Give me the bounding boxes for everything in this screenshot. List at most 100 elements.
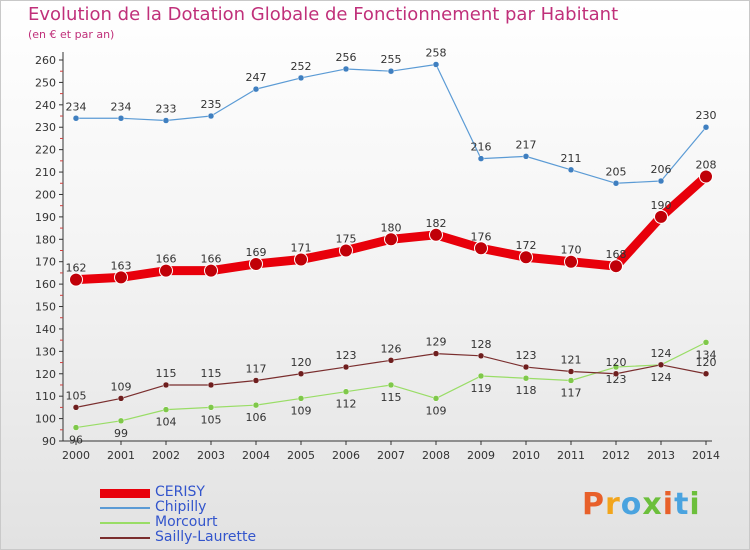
brand-letter: r <box>605 487 621 522</box>
y-tick-label: 130 <box>35 345 56 358</box>
x-tick-label: 2003 <box>197 449 225 462</box>
data-point <box>474 241 488 256</box>
data-label: 233 <box>156 103 177 116</box>
data-point <box>342 388 350 395</box>
data-point <box>384 232 398 247</box>
brand-letter: i <box>662 487 675 522</box>
data-point <box>612 180 620 187</box>
data-label: 123 <box>606 373 627 386</box>
data-label: 115 <box>201 367 222 380</box>
legend-swatch <box>100 507 150 509</box>
y-tick-label: 190 <box>35 211 56 224</box>
brand-letter: P <box>582 487 605 522</box>
data-point <box>117 115 125 122</box>
data-point <box>339 243 353 258</box>
data-label: 235 <box>201 98 222 111</box>
data-label: 124 <box>651 371 672 384</box>
data-point <box>207 112 215 120</box>
data-label: 205 <box>606 165 627 178</box>
y-tick-label: 170 <box>35 256 56 269</box>
data-point <box>657 361 665 369</box>
legend-label: Sailly-Laurette <box>155 529 257 545</box>
data-point <box>297 395 305 402</box>
data-point <box>207 381 215 389</box>
y-tick-label: 260 <box>35 54 56 67</box>
data-label: 96 <box>69 434 83 447</box>
data-label: 208 <box>696 159 717 172</box>
x-tick-label: 2005 <box>287 449 315 462</box>
data-label: 115 <box>156 367 177 380</box>
data-point <box>657 177 665 185</box>
data-label: 109 <box>291 404 312 417</box>
data-label: 120 <box>291 356 312 369</box>
data-point <box>204 263 218 278</box>
x-tick-label: 2004 <box>242 449 270 462</box>
data-point <box>162 117 170 124</box>
data-label: 170 <box>561 244 582 257</box>
data-label: 255 <box>381 53 402 66</box>
data-label: 112 <box>336 398 357 411</box>
data-label: 169 <box>246 246 267 259</box>
x-tick-label: 2012 <box>602 449 630 462</box>
data-label: 106 <box>246 411 267 424</box>
data-point <box>297 74 305 82</box>
data-label: 120 <box>696 356 717 369</box>
data-point <box>699 169 713 184</box>
data-label: 109 <box>111 380 132 393</box>
data-label: 120 <box>606 356 627 369</box>
data-label: 166 <box>156 253 177 266</box>
y-tick-label: 240 <box>35 99 56 112</box>
data-point <box>342 363 350 371</box>
data-point <box>477 372 485 380</box>
data-label: 134 <box>696 348 717 361</box>
data-label: 126 <box>381 342 402 355</box>
data-point <box>612 363 620 371</box>
data-label: 118 <box>516 384 537 397</box>
chart-title: Evolution de la Dotation Globale de Fonc… <box>28 4 619 25</box>
data-label: 109 <box>426 404 447 417</box>
x-tick-label: 2000 <box>62 449 90 462</box>
data-point <box>564 254 578 269</box>
data-label: 104 <box>156 416 177 429</box>
data-point <box>72 115 80 122</box>
data-label: 162 <box>66 262 87 275</box>
data-point <box>159 263 173 278</box>
data-point <box>342 65 350 73</box>
data-label: 172 <box>516 239 537 252</box>
data-label: 211 <box>561 152 582 165</box>
data-point <box>252 85 260 93</box>
data-point <box>477 352 485 360</box>
data-label: 121 <box>561 354 582 367</box>
legend-label: CERISY <box>155 484 205 500</box>
data-label: 175 <box>336 233 357 246</box>
data-label: 217 <box>516 138 537 151</box>
data-point <box>432 350 440 357</box>
data-point <box>567 368 575 375</box>
y-tick-label: 210 <box>35 166 56 179</box>
data-label: 117 <box>561 386 582 399</box>
data-point <box>522 374 530 382</box>
legend-label: Chipilly <box>155 499 207 515</box>
data-point <box>702 370 710 378</box>
data-label: 180 <box>381 221 402 234</box>
data-label: 124 <box>651 347 672 360</box>
legend-swatch <box>100 488 150 498</box>
data-point <box>249 256 263 271</box>
data-label: 123 <box>336 349 357 362</box>
x-tick-label: 2011 <box>557 449 585 462</box>
data-point <box>702 339 710 346</box>
data-label: 119 <box>471 382 492 395</box>
data-point <box>252 401 260 409</box>
data-label: 166 <box>201 253 222 266</box>
data-label: 206 <box>651 163 672 176</box>
data-point <box>117 417 125 425</box>
y-tick-label: 230 <box>35 121 56 134</box>
data-point <box>429 227 443 242</box>
proxiti-logo: Proxiti <box>582 487 701 522</box>
data-label: 252 <box>291 60 312 73</box>
data-label: 182 <box>426 217 447 230</box>
data-label: 99 <box>114 427 128 440</box>
data-label: 176 <box>471 230 492 243</box>
legend-label: Morcourt <box>155 514 218 530</box>
data-point <box>522 153 530 160</box>
